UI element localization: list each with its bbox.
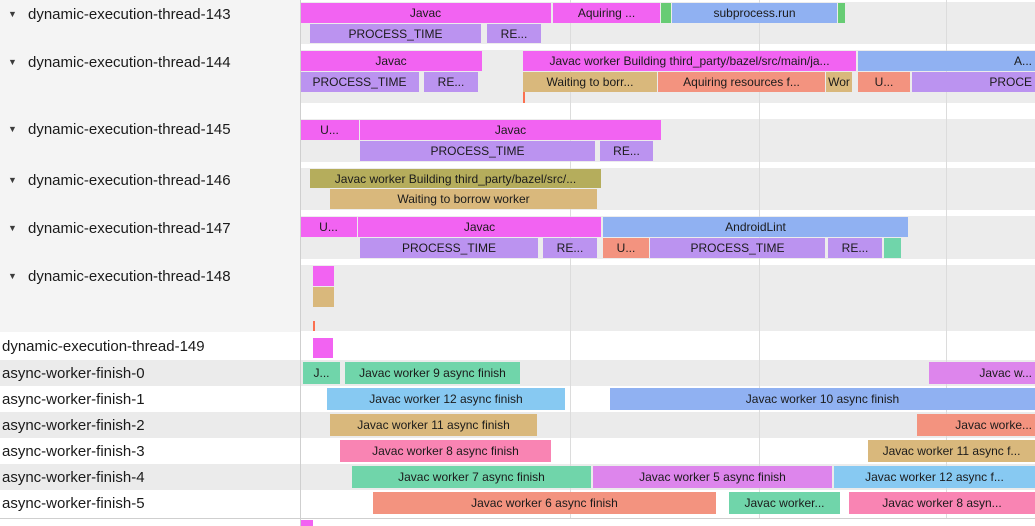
collapse-triangle-icon[interactable]: ▼ [8,124,17,134]
trace-slice[interactable]: subprocess.run [672,3,837,23]
track-row-dynamic-execution-thread-143[interactable]: ▼ dynamic-execution-thread-143 [0,1,300,27]
track-row-dynamic-execution-thread-146[interactable]: ▼ dynamic-execution-thread-146 [0,167,300,193]
trace-slice[interactable]: Javac worker 7 async finish [352,466,591,488]
trace-slice[interactable]: Javac worker 8 asyn... [849,492,1035,514]
collapse-triangle-icon[interactable]: ▼ [8,57,17,67]
trace-slice[interactable] [313,338,333,358]
trace-slice[interactable]: Javac [358,217,601,237]
sidebar-panel [0,0,300,332]
track-label: dynamic-execution-thread-143 [28,5,231,23]
trace-slice[interactable]: Wor [826,72,852,92]
instant-event-tick[interactable] [523,92,525,103]
trace-slice[interactable]: PROCESS_TIME [360,141,595,161]
track-label: async-worker-finish-2 [2,416,145,434]
track-row-dynamic-execution-thread-145[interactable]: ▼ dynamic-execution-thread-145 [0,116,300,142]
track-row-async-worker-finish-5[interactable]: async-worker-finish-5 [0,490,300,516]
trace-slice[interactable]: RE... [600,141,653,161]
track-background [300,265,1035,331]
trace-slice[interactable] [313,287,334,307]
trace-slice[interactable]: Javac worker 11 async f... [868,440,1035,462]
track-row-dynamic-execution-thread-147[interactable]: ▼ dynamic-execution-thread-147 [0,215,300,241]
trace-slice[interactable]: U... [603,238,649,258]
track-label: dynamic-execution-thread-147 [28,219,231,237]
trace-slice[interactable] [661,3,671,23]
trace-slice[interactable]: Waiting to borr... [523,72,657,92]
trace-slice[interactable]: PROCESS_TIME [300,72,419,92]
trace-slice[interactable]: PROCESS_TIME [360,238,538,258]
trace-slice[interactable]: Aquiring resources f... [658,72,825,92]
trace-slice[interactable]: Javac worker 9 async finish [345,362,520,384]
trace-slice[interactable]: Aquiring ... [553,3,660,23]
time-gridline [946,0,947,518]
track-label: dynamic-execution-thread-149 [2,337,205,355]
trace-slice[interactable] [300,520,313,526]
instant-event-tick[interactable] [313,321,315,331]
trace-slice[interactable] [884,238,901,258]
bottom-separator-line [0,518,1035,519]
time-gridline [759,0,760,518]
trace-slice[interactable]: Javac worker 6 async finish [373,492,716,514]
trace-slice[interactable]: Javac worker 8 async finish [340,440,551,462]
trace-slice[interactable]: A... [858,51,1035,71]
trace-slice[interactable]: PROCESS_TIME [310,24,481,43]
trace-slice[interactable]: Javac worker 11 async finish [330,414,537,436]
track-row-async-worker-finish-4[interactable]: async-worker-finish-4 [0,464,300,490]
trace-slice[interactable]: Javac [360,120,661,140]
track-label: async-worker-finish-4 [2,468,145,486]
track-row-async-worker-finish-0[interactable]: async-worker-finish-0 [0,360,300,386]
trace-slice[interactable]: PROCE [912,72,1035,92]
trace-slice[interactable]: PROCESS_TIME [650,238,825,258]
trace-slice[interactable]: Javac worker 10 async finish [610,388,1035,410]
trace-slice[interactable]: RE... [424,72,478,92]
collapse-triangle-icon[interactable]: ▼ [8,271,17,281]
trace-slice[interactable]: U... [300,120,359,140]
track-label: async-worker-finish-1 [2,390,145,408]
collapse-triangle-icon[interactable]: ▼ [8,175,17,185]
track-label: async-worker-finish-0 [2,364,145,382]
track-row-async-worker-finish-2[interactable]: async-worker-finish-2 [0,412,300,438]
trace-slice[interactable] [313,266,334,286]
trace-slice[interactable]: Waiting to borrow worker [330,189,597,209]
trace-slice[interactable]: Javac worker... [729,492,840,514]
track-label: dynamic-execution-thread-145 [28,120,231,138]
trace-slice[interactable]: Javac worker 12 async f... [834,466,1035,488]
trace-slice[interactable]: RE... [487,24,541,43]
track-row-dynamic-execution-thread-144[interactable]: ▼ dynamic-execution-thread-144 [0,49,300,75]
trace-slice[interactable]: Javac worker 5 async finish [593,466,832,488]
track-row-async-worker-finish-3[interactable]: async-worker-finish-3 [0,438,300,464]
trace-slice[interactable]: Javac worker Building third_party/bazel/… [523,51,856,71]
trace-slice[interactable]: U... [858,72,910,92]
trace-slice[interactable]: Javac w... [929,362,1035,384]
trace-slice[interactable]: U... [300,217,357,237]
trace-slice[interactable]: Javac [300,51,482,71]
collapse-triangle-icon[interactable]: ▼ [8,223,17,233]
trace-slice[interactable]: Javac worker Building third_party/bazel/… [310,169,601,188]
track-label: dynamic-execution-thread-144 [28,53,231,71]
trace-slice[interactable]: Javac worke... [917,414,1035,436]
trace-slice[interactable]: J... [303,362,340,384]
trace-slice[interactable]: Javac [300,3,551,23]
track-label: async-worker-finish-3 [2,442,145,460]
trace-slice[interactable]: AndroidLint [603,217,908,237]
trace-slice[interactable] [838,3,845,23]
time-gridline [570,0,571,518]
sidebar-divider [300,0,301,526]
trace-slice[interactable]: RE... [828,238,882,258]
track-label: async-worker-finish-5 [2,494,145,512]
trace-slice[interactable]: RE... [543,238,597,258]
track-label: dynamic-execution-thread-148 [28,267,231,285]
track-row-dynamic-execution-thread-148[interactable]: ▼ dynamic-execution-thread-148 [0,263,300,289]
track-label: dynamic-execution-thread-146 [28,171,231,189]
track-row-async-worker-finish-1[interactable]: async-worker-finish-1 [0,386,300,412]
trace-slice[interactable]: Javac worker 12 async finish [327,388,565,410]
track-row-dynamic-execution-thread-149[interactable]: dynamic-execution-thread-149 [0,333,300,359]
collapse-triangle-icon[interactable]: ▼ [8,9,17,19]
